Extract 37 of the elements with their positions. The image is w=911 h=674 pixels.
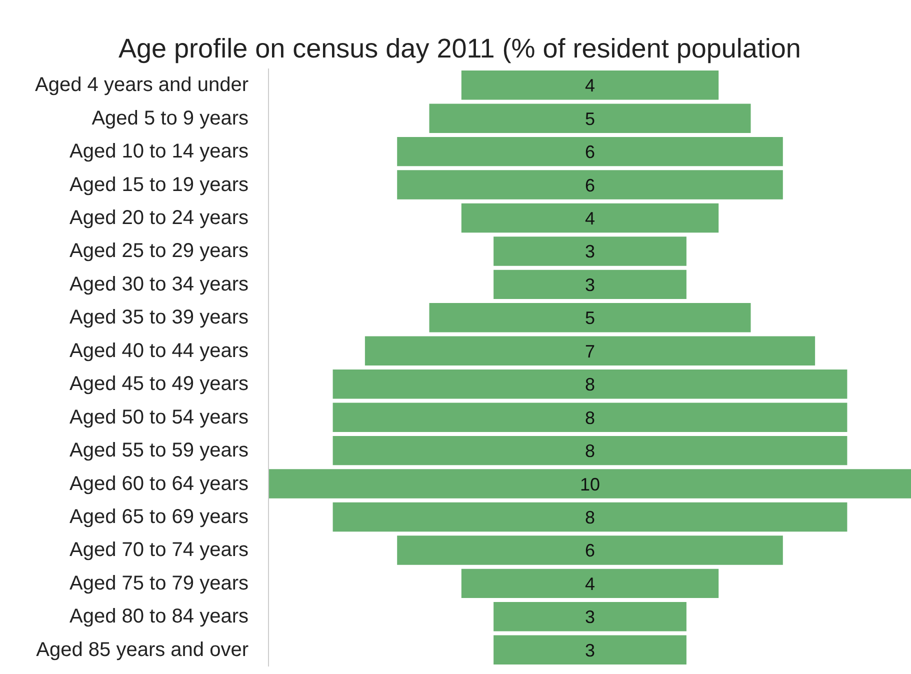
data-label: 6 xyxy=(584,142,596,162)
data-label: 4 xyxy=(584,76,596,96)
data-label: 8 xyxy=(584,408,596,428)
category-label: Aged 4 years and under xyxy=(35,74,249,96)
category-label: Aged 80 to 84 years xyxy=(69,606,248,628)
category-label: Aged 40 to 44 years xyxy=(69,340,248,362)
data-label: 8 xyxy=(584,374,596,395)
category-label: Aged 5 to 9 years xyxy=(92,107,249,130)
data-label: 3 xyxy=(584,274,596,295)
data-label: 5 xyxy=(584,308,596,328)
data-label: 8 xyxy=(584,441,596,462)
text: Age profile on census day 2011 (% of resident population xyxy=(118,34,801,64)
category-label: Aged 70 to 74 years xyxy=(69,539,248,562)
data-label: 10 xyxy=(580,474,600,494)
data-label: 3 xyxy=(584,242,596,262)
category-label: Aged 45 to 49 years xyxy=(69,373,248,396)
category-label: Aged 75 to 79 years xyxy=(69,572,248,594)
category-label: Aged 50 to 54 years xyxy=(69,406,248,428)
category-label: Aged 60 to 64 years xyxy=(69,472,248,495)
category-label: Aged 65 to 69 years xyxy=(69,506,248,528)
category-label: Aged 15 to 19 years xyxy=(69,174,248,196)
data-label: 5 xyxy=(584,108,596,129)
category-label: Aged 25 to 29 years xyxy=(69,240,248,262)
category-label: Aged 10 to 14 years xyxy=(69,140,248,163)
category-label: Aged 55 to 59 years xyxy=(69,440,248,462)
data-label: 4 xyxy=(584,208,596,228)
data-label: 6 xyxy=(584,540,596,561)
data-label: 3 xyxy=(584,607,596,628)
category-label: Aged 20 to 24 years xyxy=(69,207,248,229)
data-label: 6 xyxy=(584,175,596,196)
category-label: Aged 30 to 34 years xyxy=(69,273,248,296)
data-label: 7 xyxy=(584,341,596,362)
category-label: Aged 35 to 39 years xyxy=(69,306,248,329)
data-label: 4 xyxy=(584,574,596,594)
data-label: 3 xyxy=(584,640,596,660)
data-label: 8 xyxy=(584,508,596,528)
category-label: Aged 85 years and over xyxy=(36,638,249,661)
